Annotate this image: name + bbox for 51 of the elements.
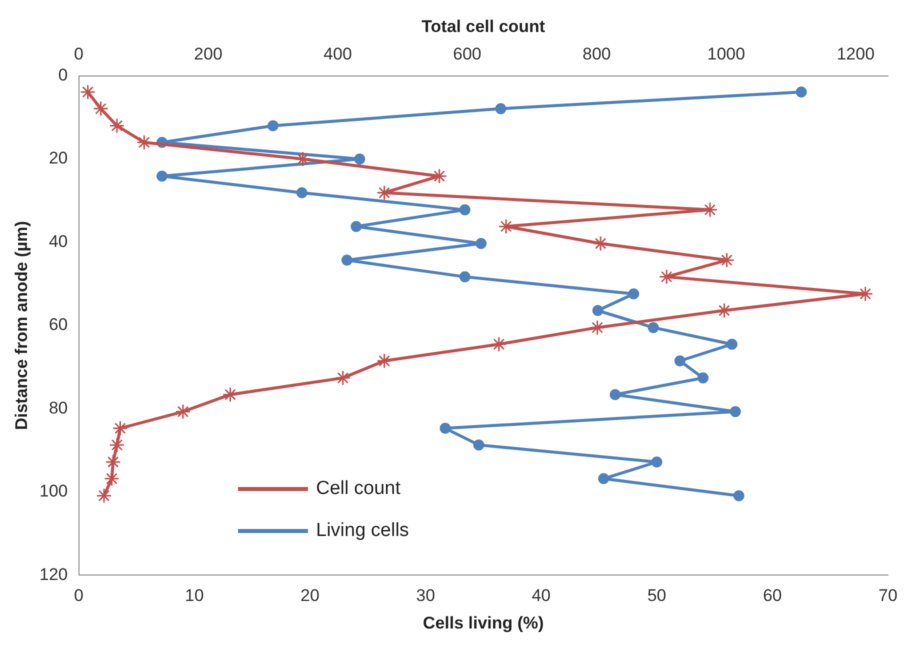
x2-tick-label: 1200 [836, 44, 875, 64]
point [350, 220, 362, 232]
x2-axis-title: Total cell count [422, 16, 546, 36]
point [476, 238, 487, 250]
x-tick-label: 10 [184, 586, 204, 606]
x-tick-label: 60 [762, 586, 782, 606]
y-axis-title: Distance from anode (µm) [12, 220, 31, 430]
y-tick-label: 40 [48, 232, 68, 251]
point [674, 355, 686, 366]
x-tick-label: 20 [300, 586, 320, 606]
point [610, 389, 621, 400]
y-tick-label: 100 [39, 482, 68, 501]
y-tick-label: 60 [48, 315, 68, 334]
point [628, 288, 640, 300]
point [267, 120, 278, 132]
x-tick-label: 50 [647, 586, 666, 606]
x-tick-label: 70 [878, 586, 898, 606]
point [341, 254, 352, 266]
x-tick-label: 0 [74, 586, 84, 606]
y-tick-label: 120 [39, 564, 68, 584]
x2-tick-label: 0 [74, 44, 84, 64]
point [733, 490, 744, 502]
x-axis-title: Cells living (%) [422, 613, 544, 632]
legend-label: Cell count [316, 478, 400, 500]
point [473, 439, 484, 450]
point [730, 406, 741, 418]
point [459, 204, 470, 216]
x2-tick-label: 600 [453, 44, 482, 64]
point [592, 305, 604, 316]
point [156, 170, 168, 182]
point [726, 338, 738, 350]
x2-tick-label: 800 [582, 44, 611, 64]
legend-label: Living cells [316, 520, 409, 542]
x-tick-label: 30 [416, 586, 436, 606]
x2-tick-label: 1000 [707, 44, 746, 64]
x2-tick-label: 200 [194, 44, 222, 64]
point [495, 103, 506, 114]
point [440, 422, 451, 434]
point [648, 322, 659, 334]
point [651, 456, 662, 468]
y-tick-label: 0 [58, 65, 68, 84]
y-tick-label: 20 [48, 148, 68, 168]
y-tick-label: 80 [48, 398, 68, 418]
point [796, 86, 807, 98]
x-tick-label: 40 [532, 586, 551, 606]
point [459, 271, 470, 282]
x2-tick-label: 400 [324, 44, 352, 64]
point [296, 187, 308, 198]
point [354, 154, 366, 165]
point [698, 372, 709, 384]
point [598, 473, 610, 484]
